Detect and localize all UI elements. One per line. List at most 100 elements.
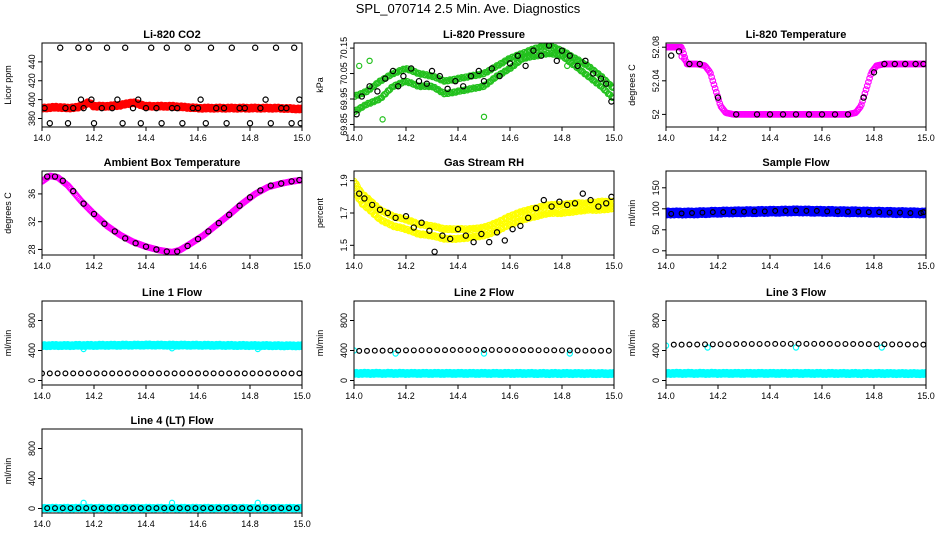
y-tick-label: 52.04 xyxy=(651,70,661,93)
data-point xyxy=(98,505,105,512)
data-point xyxy=(446,235,454,243)
panel-title: Line 3 Flow xyxy=(766,287,826,299)
x-tick-label: 14.2 xyxy=(397,391,415,401)
data-point xyxy=(485,238,493,246)
data-point xyxy=(454,225,462,233)
data-point xyxy=(98,104,106,112)
data-point xyxy=(566,347,573,354)
data-point xyxy=(267,182,274,189)
data-point xyxy=(694,341,701,348)
data-point xyxy=(819,340,826,347)
plot-frame xyxy=(665,170,927,256)
data-point xyxy=(395,347,402,354)
data-point xyxy=(688,209,695,216)
data-point xyxy=(140,370,147,377)
data-point xyxy=(158,120,165,127)
figure-title: SPL_070714 2.5 Min. Ave. Diagnostics xyxy=(355,1,581,16)
data-point xyxy=(168,345,176,352)
data-point xyxy=(493,229,501,236)
data-point xyxy=(481,346,488,353)
data-point xyxy=(686,60,693,68)
data-point xyxy=(811,340,818,347)
data-point xyxy=(202,370,209,377)
x-tick-label: 15.0 xyxy=(293,391,311,401)
data-point xyxy=(803,207,810,214)
data-point xyxy=(444,85,451,93)
x-tick-label: 15.0 xyxy=(605,391,623,401)
data-point xyxy=(223,120,230,127)
data-point xyxy=(278,505,285,512)
sample-flow-panel: Sample Flow ml/min 14.0 14.2 14.4 14.6 14.8 15.… xyxy=(627,157,935,271)
x-tick-label: 14.2 xyxy=(85,519,103,529)
data-point xyxy=(480,350,488,357)
data-point xyxy=(766,111,774,118)
plot-frame xyxy=(665,42,927,128)
data-point xyxy=(686,341,693,348)
data-point xyxy=(473,346,480,353)
x-tick-label: 14.6 xyxy=(189,261,207,271)
data-point xyxy=(220,104,228,112)
x-tick-label: 14.6 xyxy=(501,133,519,143)
data-point xyxy=(605,347,612,354)
data-point xyxy=(862,86,870,93)
y-axis-label: degrees C xyxy=(3,192,13,234)
data-point xyxy=(407,65,415,72)
x-tick-label: 14.4 xyxy=(449,261,467,271)
y-tick-label: 32 xyxy=(27,217,37,227)
data-point xyxy=(859,97,866,105)
line2-flow-panel: Line 2 Flow ml/min 14.0 14.2 14.4 14.6 14.8 15.… xyxy=(315,287,623,401)
data-point xyxy=(194,235,202,243)
data-point xyxy=(553,57,560,65)
y-tick-label: 0 xyxy=(339,378,349,383)
data-point xyxy=(192,505,199,512)
data-point xyxy=(795,340,802,347)
data-point xyxy=(278,180,285,187)
data-point xyxy=(161,505,168,512)
data-point xyxy=(85,370,92,377)
data-point xyxy=(855,208,862,215)
data-point xyxy=(44,173,51,180)
data-point xyxy=(597,75,605,82)
data-point xyxy=(106,505,113,512)
x-tick-label: 14.6 xyxy=(501,261,519,271)
x-tick-label: 14.2 xyxy=(709,261,727,271)
gas-rh-panel: Gas Stream RH percent 14.0 14.2 14.4 14.6 14.8… xyxy=(315,157,623,271)
y-axis-label: ml/min xyxy=(3,330,13,357)
x-tick-label: 15.0 xyxy=(917,133,935,143)
x-tick-label: 14.2 xyxy=(709,133,727,143)
data-point xyxy=(772,340,779,347)
data-point xyxy=(543,347,550,354)
data-point xyxy=(90,120,98,127)
x-tick-label: 14.6 xyxy=(813,261,831,271)
x-tick-label: 15.0 xyxy=(917,391,935,401)
data-point xyxy=(907,209,914,216)
data-point xyxy=(215,505,222,512)
x-tick-label: 14.0 xyxy=(33,133,51,143)
x-tick-label: 14.0 xyxy=(33,261,51,271)
data-point xyxy=(582,347,589,354)
data-point xyxy=(566,350,573,357)
y-axis-label: ml/min xyxy=(3,458,13,485)
data-point xyxy=(860,94,867,101)
data-point xyxy=(545,43,553,49)
x-tick-label: 14.2 xyxy=(85,133,103,143)
data-point xyxy=(678,341,685,348)
x-tick-label: 14.4 xyxy=(137,133,155,143)
x-tick-label: 14.0 xyxy=(33,519,51,529)
data-point xyxy=(709,209,716,216)
x-tick-label: 14.4 xyxy=(449,133,467,143)
data-point xyxy=(730,208,737,215)
data-point xyxy=(163,44,170,51)
x-tick-label: 14.2 xyxy=(709,391,727,401)
data-point xyxy=(863,82,871,90)
data-point xyxy=(163,370,170,377)
data-point xyxy=(42,104,48,112)
data-point xyxy=(239,505,246,512)
data-point xyxy=(59,505,66,512)
data-point xyxy=(480,77,488,85)
data-point xyxy=(369,201,376,209)
x-tick-label: 14.8 xyxy=(241,261,259,271)
data-point xyxy=(124,370,131,377)
data-point xyxy=(257,370,264,377)
data-point xyxy=(535,347,542,354)
